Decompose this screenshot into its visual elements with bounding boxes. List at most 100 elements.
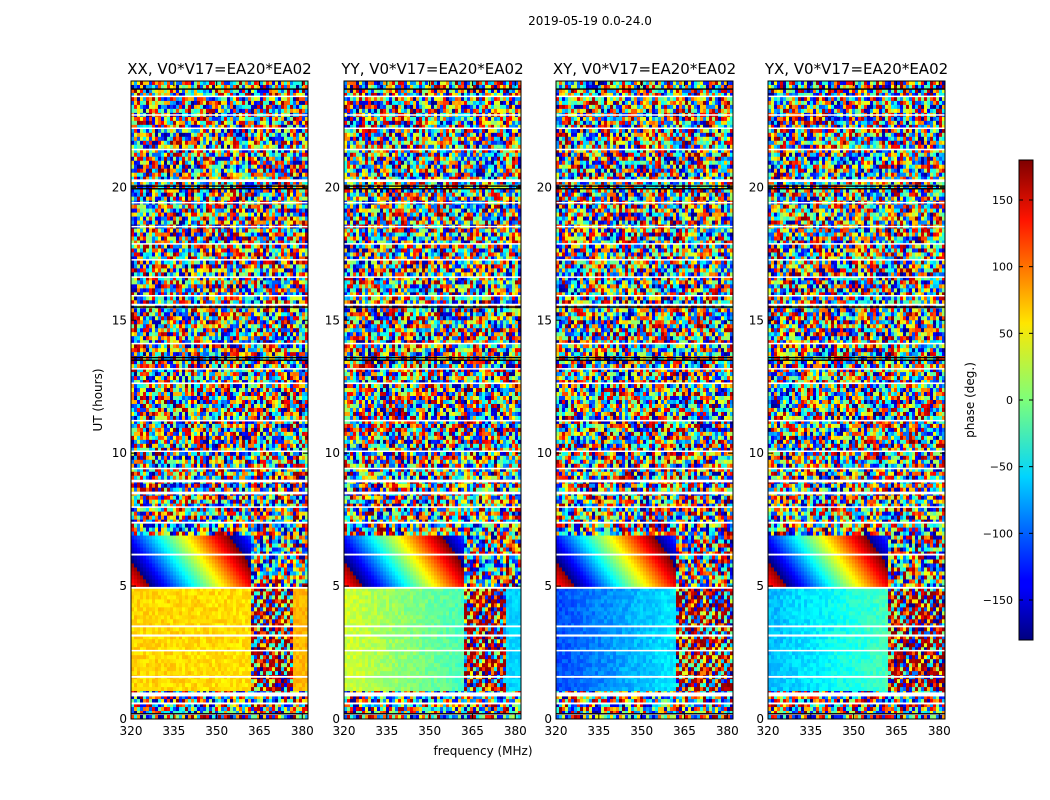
- phase-cell: [143, 153, 146, 157]
- phase-cell: [209, 197, 212, 201]
- phase-cell: [257, 145, 260, 149]
- phase-cell: [155, 133, 158, 137]
- phase-cell: [260, 121, 263, 125]
- phase-cell: [251, 121, 254, 125]
- phase-cell: [218, 209, 221, 213]
- phase-cell: [134, 157, 137, 161]
- phase-cell: [167, 141, 170, 145]
- phase-cell: [143, 209, 146, 213]
- phase-cell: [224, 193, 227, 197]
- phase-cell: [221, 101, 224, 105]
- phase-cell: [251, 169, 254, 173]
- phase-cell: [200, 101, 203, 105]
- phase-cell: [302, 101, 305, 105]
- phase-cell: [158, 169, 161, 173]
- phase-cell: [248, 121, 251, 125]
- phase-cell: [245, 169, 248, 173]
- phase-cell: [227, 209, 230, 213]
- phase-cell: [194, 121, 197, 125]
- phase-cell: [281, 213, 284, 217]
- phase-cell: [197, 209, 200, 213]
- phase-cell: [188, 117, 191, 121]
- phase-cell: [227, 101, 230, 105]
- phase-cell: [167, 145, 170, 149]
- phase-cell: [275, 133, 278, 137]
- phase-cell: [239, 193, 242, 197]
- phase-cell: [203, 173, 206, 177]
- phase-cell: [131, 169, 134, 173]
- phase-cell: [146, 145, 149, 149]
- phase-cell: [284, 169, 287, 173]
- phase-cell: [236, 129, 239, 133]
- phase-cell: [209, 161, 212, 165]
- phase-cell: [194, 165, 197, 169]
- phase-cell: [251, 81, 254, 85]
- phase-cell: [212, 157, 215, 161]
- phase-cell: [239, 217, 242, 221]
- phase-cell: [272, 81, 275, 85]
- phase-cell: [269, 193, 272, 197]
- phase-cell: [155, 157, 158, 161]
- phase-cell: [200, 153, 203, 157]
- phase-cell: [176, 129, 179, 133]
- phase-cell: [137, 101, 140, 105]
- phase-cell: [140, 205, 143, 209]
- phase-cell: [257, 197, 260, 201]
- phase-cell: [182, 213, 185, 217]
- phase-cell: [170, 121, 173, 125]
- phase-cell: [293, 129, 296, 133]
- phase-cell: [218, 101, 221, 105]
- phase-cell: [215, 109, 218, 113]
- phase-cell: [173, 217, 176, 221]
- phase-cell: [212, 165, 215, 169]
- phase-cell: [299, 117, 302, 121]
- phase-cell: [281, 193, 284, 197]
- phase-cell: [134, 141, 137, 145]
- phase-cell: [134, 165, 137, 169]
- phase-cell: [212, 121, 215, 125]
- phase-cell: [146, 133, 149, 137]
- phase-cell: [155, 209, 158, 213]
- phase-cell: [173, 97, 176, 101]
- phase-cell: [152, 169, 155, 173]
- phase-cell: [287, 121, 290, 125]
- phase-cell: [275, 145, 278, 149]
- phase-cell: [257, 173, 260, 177]
- phase-cell: [290, 153, 293, 157]
- phase-cell: [266, 161, 269, 165]
- phase-cell: [287, 153, 290, 157]
- phase-cell: [203, 161, 206, 165]
- phase-cell: [275, 105, 278, 109]
- phase-cell: [269, 161, 272, 165]
- phase-cell: [233, 193, 236, 197]
- phase-cell: [299, 97, 302, 101]
- phase-cell: [167, 209, 170, 213]
- phase-cell: [185, 161, 188, 165]
- phase-cell: [164, 165, 167, 169]
- phase-cell: [242, 157, 245, 161]
- phase-cell: [182, 141, 185, 145]
- phase-cell: [206, 81, 209, 85]
- phase-cell: [293, 153, 296, 157]
- phase-cell: [134, 153, 137, 157]
- phase-cell: [131, 137, 134, 141]
- phase-cell: [272, 153, 275, 157]
- phase-cell: [254, 101, 257, 105]
- phase-cell: [236, 169, 239, 173]
- phase-cell: [149, 193, 152, 197]
- phase-cell: [197, 133, 200, 137]
- phase-cell: [290, 173, 293, 177]
- phase-cell: [257, 205, 260, 209]
- phase-cell: [188, 145, 191, 149]
- phase-cell: [218, 173, 221, 177]
- phase-cell: [230, 109, 233, 113]
- phase-cell: [245, 209, 248, 213]
- phase-cell: [263, 153, 266, 157]
- phase-cell: [131, 173, 134, 177]
- phase-cell: [290, 121, 293, 125]
- phase-cell: [167, 153, 170, 157]
- phase-cell: [134, 209, 137, 213]
- phase-cell: [191, 101, 194, 105]
- phase-cell: [263, 129, 266, 133]
- phase-cell: [281, 197, 284, 201]
